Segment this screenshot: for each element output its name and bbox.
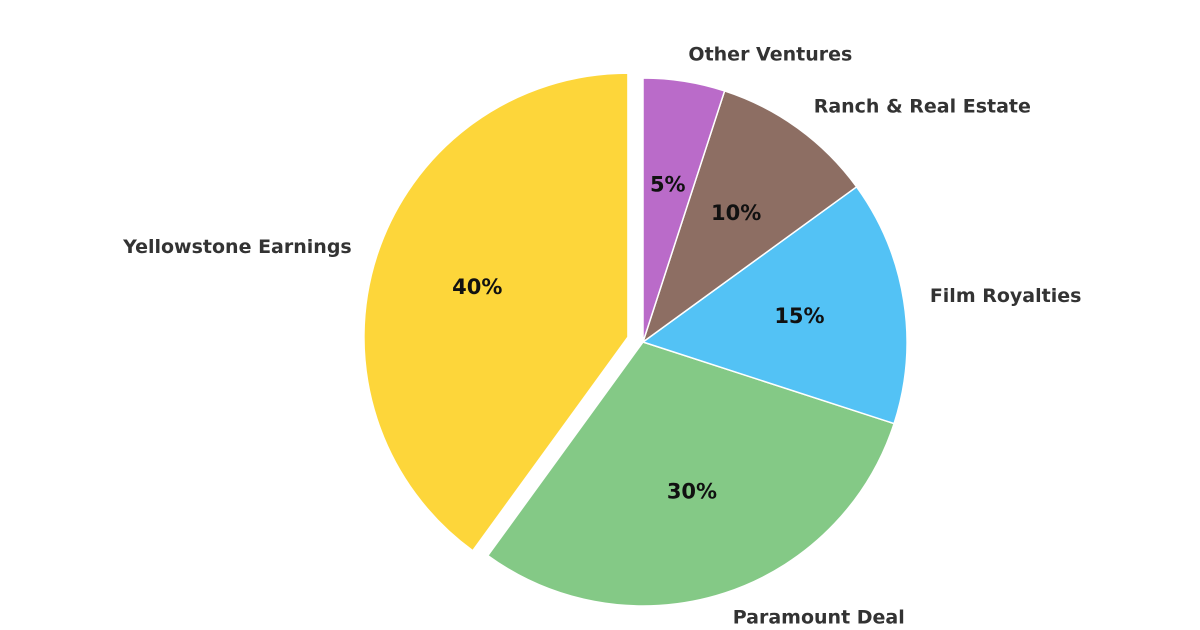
pie-slice xyxy=(641,89,858,344)
slice-value-label: 15% xyxy=(774,304,824,328)
slice-value-label: 5% xyxy=(650,173,686,197)
pie-slice xyxy=(642,77,726,343)
pie-slice xyxy=(486,341,896,607)
slice-category-label: Yellowstone Earnings xyxy=(122,236,352,258)
pie-slice xyxy=(363,72,629,552)
pie-slice xyxy=(641,185,908,425)
slice-value-label: 30% xyxy=(667,480,717,504)
slice-value-label: 40% xyxy=(452,275,502,299)
slice-category-label: Paramount Deal xyxy=(733,607,905,629)
slice-category-label: Film Royalties xyxy=(930,285,1082,307)
slice-value-label: 10% xyxy=(711,201,761,225)
slice-category-label: Ranch & Real Estate xyxy=(814,96,1031,118)
slice-category-label: Other Ventures xyxy=(688,44,852,66)
